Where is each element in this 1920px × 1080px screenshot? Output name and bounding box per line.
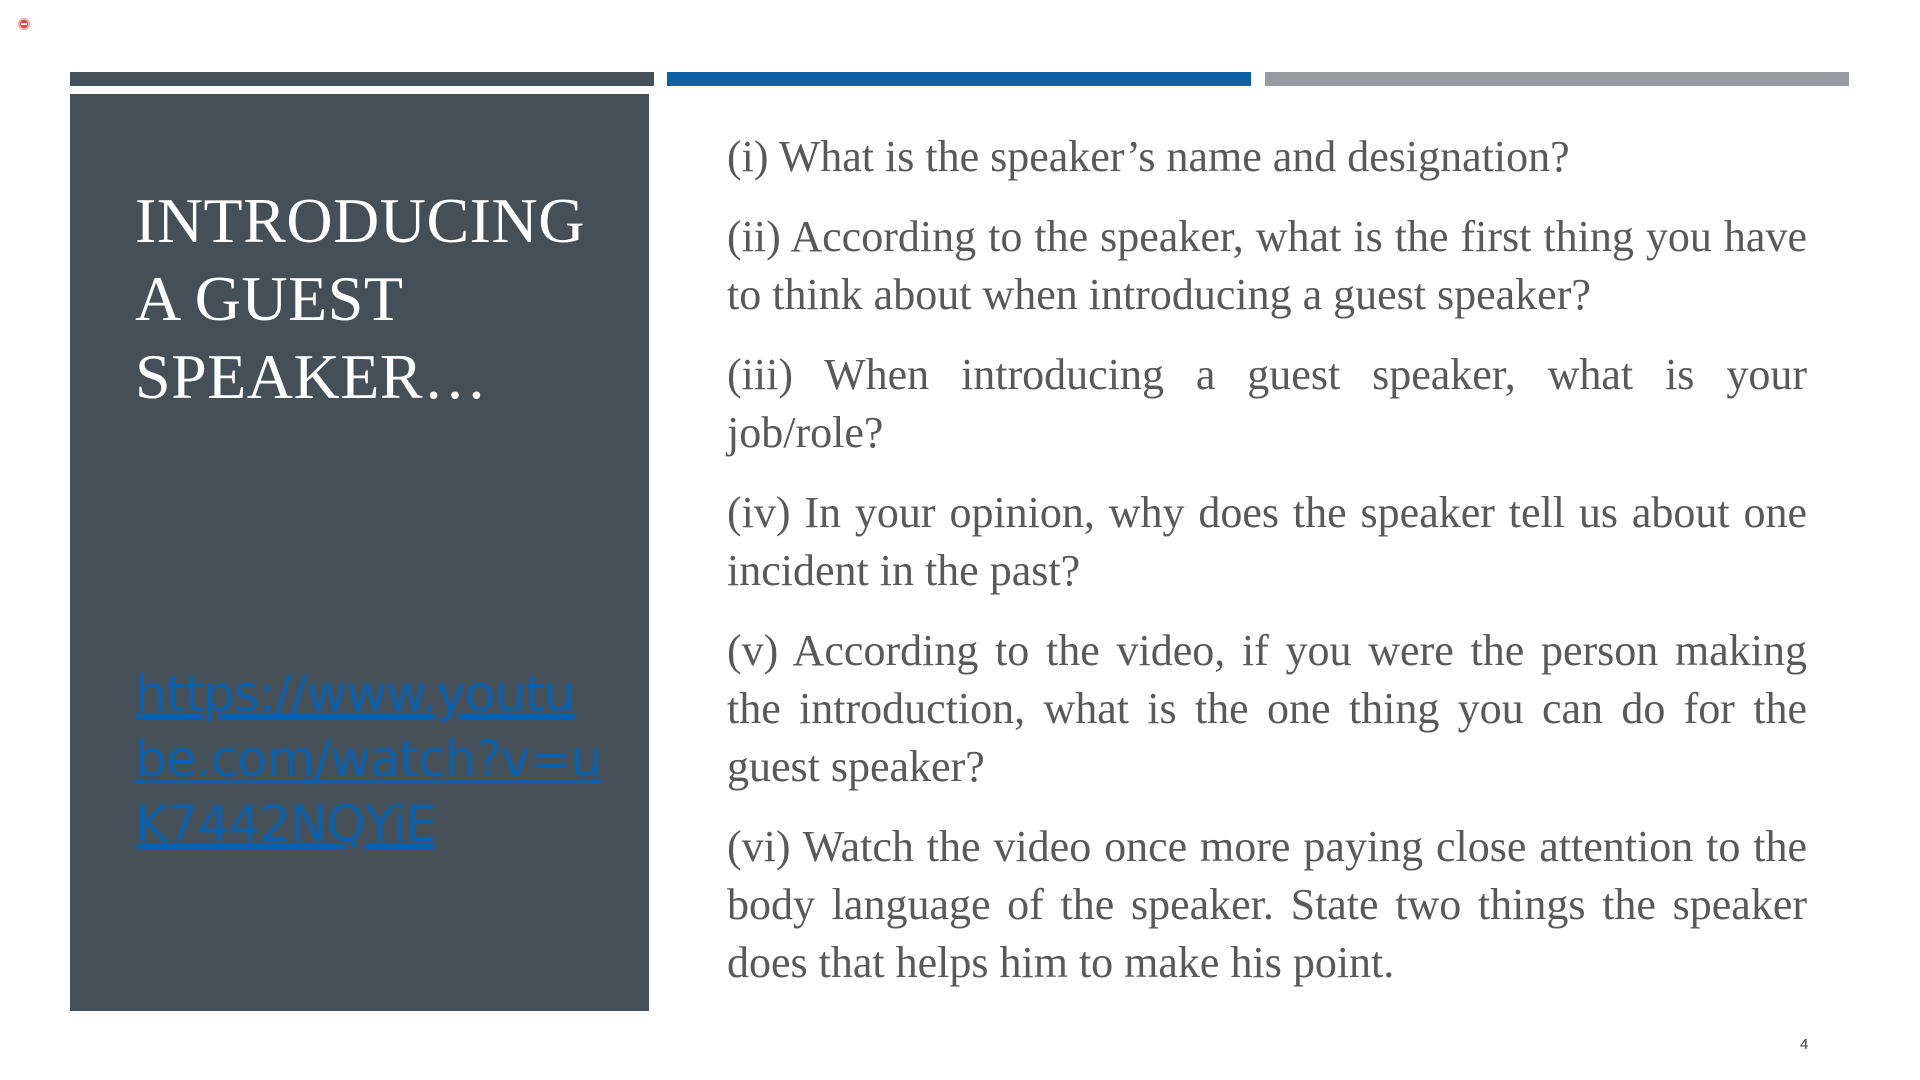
title-panel: INTRODUCING A GUEST SPEAKER… https://www… bbox=[70, 94, 649, 1011]
accent-bar-blue bbox=[667, 72, 1251, 86]
slide-title: INTRODUCING A GUEST SPEAKER… bbox=[135, 185, 585, 412]
question-item: (vi) Watch the video once more paying cl… bbox=[727, 822, 1807, 987]
question-list: (i) What is the speaker’s name and desig… bbox=[727, 128, 1807, 1014]
slide-number: 4 bbox=[1800, 1036, 1809, 1053]
question-item: (iv) In your opinion, why does the speak… bbox=[727, 488, 1807, 595]
accent-bar-dark bbox=[70, 72, 654, 86]
question-item: (ii) According to the speaker, what is t… bbox=[727, 212, 1807, 319]
accent-bar-gray bbox=[1265, 72, 1849, 86]
question-item: (i) What is the speaker’s name and desig… bbox=[727, 132, 1570, 181]
question-item: (v) According to the video, if you were … bbox=[727, 626, 1807, 791]
question-item: (iii) When introducing a guest speaker, … bbox=[727, 350, 1807, 457]
record-icon[interactable] bbox=[18, 18, 30, 30]
video-link[interactable]: https://www.youtube.com/watch?v=uK7442NQ… bbox=[135, 665, 602, 853]
